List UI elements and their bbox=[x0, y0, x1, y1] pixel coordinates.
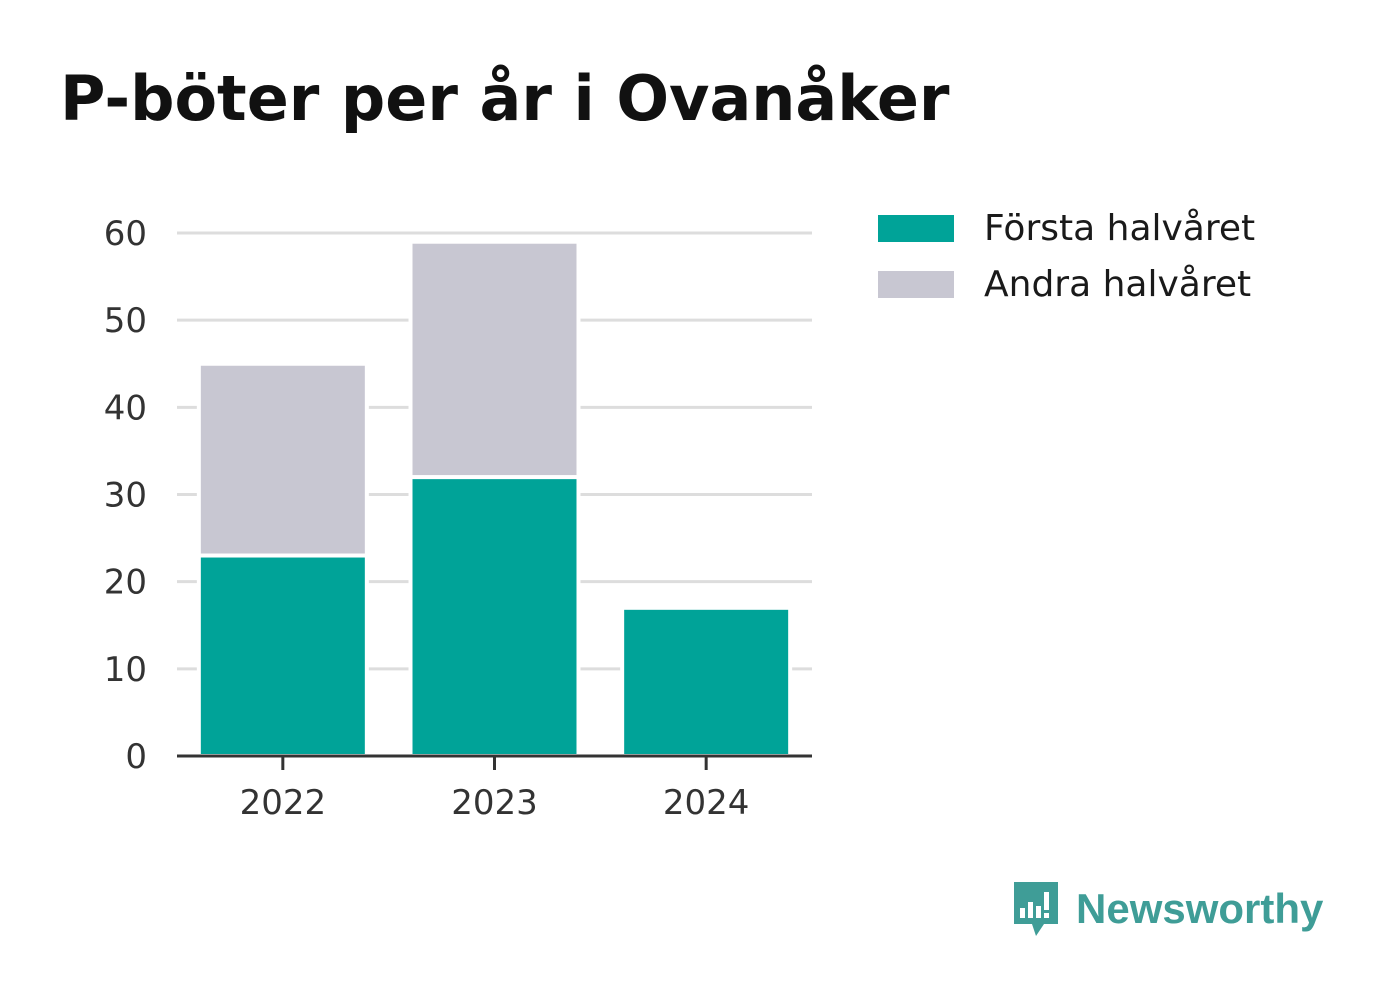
legend-label-second-half: Andra halvåret bbox=[984, 263, 1252, 305]
axes bbox=[177, 754, 812, 770]
bar-2023-series-1 bbox=[408, 475, 581, 758]
brand: Newsworthy bbox=[1010, 878, 1323, 940]
y-tick-label-0: 0 bbox=[125, 737, 147, 777]
y-tick-label-30: 30 bbox=[104, 476, 147, 516]
brand-name: Newsworthy bbox=[1076, 885, 1324, 932]
bars bbox=[196, 239, 793, 758]
y-tick-label-10: 10 bbox=[104, 650, 147, 690]
bar-2023-series-2 bbox=[408, 239, 581, 480]
legend-item-first-half: Första halvåret bbox=[878, 200, 1255, 256]
legend-swatch-first-half bbox=[878, 214, 954, 242]
legend-item-second-half: Andra halvåret bbox=[878, 256, 1255, 312]
y-tick-label-40: 40 bbox=[104, 388, 147, 428]
bar-2022-series-1 bbox=[196, 553, 369, 758]
bar-2022-series-2 bbox=[196, 361, 369, 558]
x-tick-label-2023: 2023 bbox=[451, 783, 538, 823]
newsworthy-logo-icon bbox=[1014, 882, 1058, 936]
legend-swatch-second-half bbox=[878, 270, 954, 298]
legend: Första halvåret Andra halvåret bbox=[878, 200, 1255, 312]
y-tick-label-60: 60 bbox=[104, 214, 147, 254]
x-tick-label-2022: 2022 bbox=[240, 783, 327, 823]
y-tick-labels: 0 10 20 30 40 50 60 bbox=[104, 214, 147, 777]
x-tick-label-2024: 2024 bbox=[663, 783, 750, 823]
y-tick-label-50: 50 bbox=[104, 301, 147, 341]
legend-label-first-half: Första halvåret bbox=[984, 207, 1256, 249]
chart-title: P-böter per år i Ovanåker bbox=[60, 62, 950, 135]
y-tick-label-20: 20 bbox=[104, 563, 147, 603]
bar-2024-series-1 bbox=[620, 605, 793, 758]
x-tick-labels: 2022 2023 2024 bbox=[240, 783, 750, 823]
